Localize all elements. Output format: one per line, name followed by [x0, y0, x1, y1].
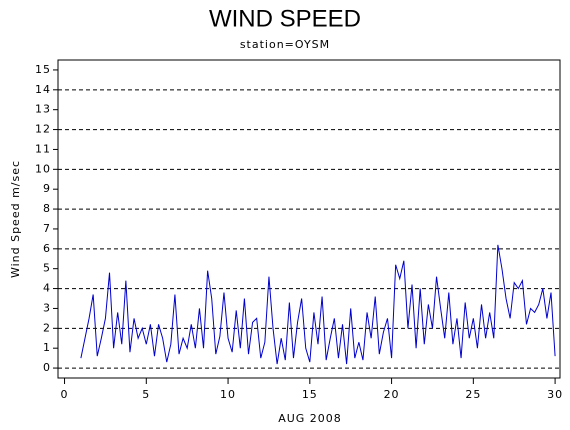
- x-tick-label: 10: [220, 388, 236, 401]
- plot-frame: [57, 59, 561, 379]
- y-tick-label: 1: [43, 341, 51, 354]
- y-tick-label: 13: [35, 103, 51, 116]
- y-tick-label: 6: [43, 242, 51, 255]
- y-tick-label: 3: [43, 301, 51, 314]
- x-tick-label: 30: [547, 388, 563, 401]
- y-tick-label: 11: [35, 142, 51, 155]
- y-tick-label: 14: [35, 83, 51, 96]
- x-axis-label: AUG 2008: [278, 412, 342, 425]
- y-tick-label: 8: [43, 202, 51, 215]
- x-tick-label: 25: [465, 388, 481, 401]
- y-tick-label: 0: [43, 361, 51, 374]
- y-tick-label: 4: [43, 282, 51, 295]
- y-tick-label: 10: [35, 162, 51, 175]
- chart-subtitle: station=OYSM: [240, 38, 330, 51]
- y-tick-label: 5: [43, 262, 51, 275]
- y-tick-label: 12: [35, 123, 51, 136]
- x-tick-label: 0: [61, 388, 69, 401]
- y-tick-label: 2: [43, 321, 51, 334]
- y-tick-label: 15: [35, 63, 51, 76]
- x-tick-label: 5: [142, 388, 150, 401]
- x-tick-label: 15: [302, 388, 318, 401]
- x-tick-label: 20: [384, 388, 400, 401]
- chart-title: WIND SPEED: [209, 5, 361, 32]
- y-tick-label: 9: [43, 182, 51, 195]
- y-axis-label: Wind Speed m/sec: [9, 160, 22, 278]
- y-tick-label: 7: [43, 222, 51, 235]
- data-line: [80, 244, 556, 365]
